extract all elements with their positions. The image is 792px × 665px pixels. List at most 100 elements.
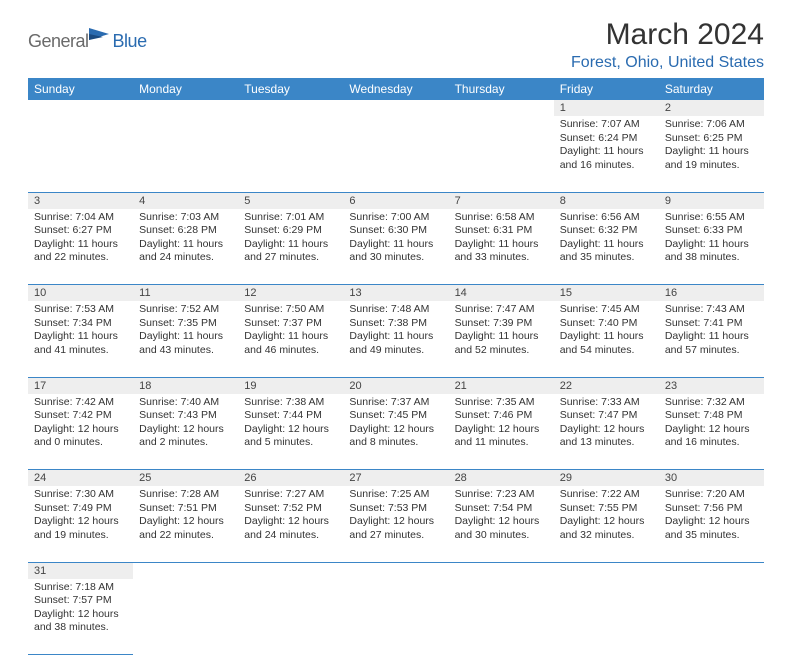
day-info: Sunrise: 7:42 AMSunset: 7:42 PMDaylight:… (28, 394, 133, 455)
day-cell: Sunrise: 7:47 AMSunset: 7:39 PMDaylight:… (449, 301, 554, 377)
day-number: 31 (28, 562, 133, 579)
day-cell: Sunrise: 7:52 AMSunset: 7:35 PMDaylight:… (133, 301, 238, 377)
day-info: Sunrise: 7:35 AMSunset: 7:46 PMDaylight:… (449, 394, 554, 455)
day-number-row: 31 (28, 562, 764, 579)
day-cell: Sunrise: 7:38 AMSunset: 7:44 PMDaylight:… (238, 394, 343, 470)
day-number: 16 (659, 285, 764, 302)
day-number: 30 (659, 470, 764, 487)
empty-cell (554, 579, 659, 655)
day-number: 6 (343, 192, 448, 209)
day-info: Sunrise: 7:06 AMSunset: 6:25 PMDaylight:… (659, 116, 764, 177)
day-cell: Sunrise: 7:25 AMSunset: 7:53 PMDaylight:… (343, 486, 448, 562)
day-number: 3 (28, 192, 133, 209)
weekday-header-row: SundayMondayTuesdayWednesdayThursdayFrid… (28, 78, 764, 100)
day-content-row: Sunrise: 7:42 AMSunset: 7:42 PMDaylight:… (28, 394, 764, 470)
day-info: Sunrise: 7:03 AMSunset: 6:28 PMDaylight:… (133, 209, 238, 270)
empty-cell (28, 100, 133, 116)
logo: General Blue (28, 18, 147, 57)
day-info: Sunrise: 7:18 AMSunset: 7:57 PMDaylight:… (28, 579, 133, 640)
day-info: Sunrise: 7:01 AMSunset: 6:29 PMDaylight:… (238, 209, 343, 270)
empty-cell (449, 562, 554, 579)
weekday-header: Monday (133, 78, 238, 100)
empty-cell (659, 562, 764, 579)
day-cell: Sunrise: 7:43 AMSunset: 7:41 PMDaylight:… (659, 301, 764, 377)
day-number: 29 (554, 470, 659, 487)
day-info: Sunrise: 7:25 AMSunset: 7:53 PMDaylight:… (343, 486, 448, 547)
day-info: Sunrise: 7:04 AMSunset: 6:27 PMDaylight:… (28, 209, 133, 270)
day-info: Sunrise: 7:20 AMSunset: 7:56 PMDaylight:… (659, 486, 764, 547)
day-cell: Sunrise: 7:04 AMSunset: 6:27 PMDaylight:… (28, 209, 133, 285)
day-number: 17 (28, 377, 133, 394)
day-cell: Sunrise: 7:20 AMSunset: 7:56 PMDaylight:… (659, 486, 764, 562)
weekday-header: Tuesday (238, 78, 343, 100)
day-info: Sunrise: 6:58 AMSunset: 6:31 PMDaylight:… (449, 209, 554, 270)
day-number: 12 (238, 285, 343, 302)
weekday-header: Thursday (449, 78, 554, 100)
day-cell: Sunrise: 7:50 AMSunset: 7:37 PMDaylight:… (238, 301, 343, 377)
weekday-header: Wednesday (343, 78, 448, 100)
day-number-row: 3456789 (28, 192, 764, 209)
page: General Blue March 2024 Forest, Ohio, Un… (0, 0, 792, 665)
day-cell: Sunrise: 7:27 AMSunset: 7:52 PMDaylight:… (238, 486, 343, 562)
empty-cell (343, 579, 448, 655)
day-number-row: 10111213141516 (28, 285, 764, 302)
day-cell: Sunrise: 7:03 AMSunset: 6:28 PMDaylight:… (133, 209, 238, 285)
day-info: Sunrise: 7:47 AMSunset: 7:39 PMDaylight:… (449, 301, 554, 362)
day-info: Sunrise: 7:30 AMSunset: 7:49 PMDaylight:… (28, 486, 133, 547)
day-cell: Sunrise: 7:42 AMSunset: 7:42 PMDaylight:… (28, 394, 133, 470)
day-cell: Sunrise: 7:48 AMSunset: 7:38 PMDaylight:… (343, 301, 448, 377)
day-cell: Sunrise: 7:40 AMSunset: 7:43 PMDaylight:… (133, 394, 238, 470)
flag-icon (89, 26, 111, 47)
day-cell: Sunrise: 7:33 AMSunset: 7:47 PMDaylight:… (554, 394, 659, 470)
empty-cell (238, 100, 343, 116)
day-info: Sunrise: 7:33 AMSunset: 7:47 PMDaylight:… (554, 394, 659, 455)
empty-cell (554, 562, 659, 579)
day-cell: Sunrise: 7:22 AMSunset: 7:55 PMDaylight:… (554, 486, 659, 562)
calendar-table: SundayMondayTuesdayWednesdayThursdayFrid… (28, 78, 764, 655)
day-info: Sunrise: 7:37 AMSunset: 7:45 PMDaylight:… (343, 394, 448, 455)
day-number: 25 (133, 470, 238, 487)
day-info: Sunrise: 7:38 AMSunset: 7:44 PMDaylight:… (238, 394, 343, 455)
empty-cell (449, 100, 554, 116)
day-cell: Sunrise: 7:00 AMSunset: 6:30 PMDaylight:… (343, 209, 448, 285)
day-number: 20 (343, 377, 448, 394)
day-number: 13 (343, 285, 448, 302)
day-info: Sunrise: 7:53 AMSunset: 7:34 PMDaylight:… (28, 301, 133, 362)
day-number-row: 17181920212223 (28, 377, 764, 394)
day-number: 27 (343, 470, 448, 487)
day-cell: Sunrise: 7:06 AMSunset: 6:25 PMDaylight:… (659, 116, 764, 192)
day-number: 7 (449, 192, 554, 209)
weekday-header: Saturday (659, 78, 764, 100)
empty-cell (343, 100, 448, 116)
day-info: Sunrise: 7:43 AMSunset: 7:41 PMDaylight:… (659, 301, 764, 362)
day-content-row: Sunrise: 7:07 AMSunset: 6:24 PMDaylight:… (28, 116, 764, 192)
empty-cell (659, 579, 764, 655)
day-info: Sunrise: 7:27 AMSunset: 7:52 PMDaylight:… (238, 486, 343, 547)
day-cell: Sunrise: 7:30 AMSunset: 7:49 PMDaylight:… (28, 486, 133, 562)
day-cell: Sunrise: 7:37 AMSunset: 7:45 PMDaylight:… (343, 394, 448, 470)
day-content-row: Sunrise: 7:18 AMSunset: 7:57 PMDaylight:… (28, 579, 764, 655)
day-content-row: Sunrise: 7:53 AMSunset: 7:34 PMDaylight:… (28, 301, 764, 377)
empty-cell (449, 579, 554, 655)
empty-cell (343, 562, 448, 579)
day-cell: Sunrise: 7:45 AMSunset: 7:40 PMDaylight:… (554, 301, 659, 377)
day-info: Sunrise: 7:32 AMSunset: 7:48 PMDaylight:… (659, 394, 764, 455)
day-info: Sunrise: 7:48 AMSunset: 7:38 PMDaylight:… (343, 301, 448, 362)
day-number: 1 (554, 100, 659, 116)
logo-text-general: General (28, 31, 89, 52)
day-cell: Sunrise: 6:58 AMSunset: 6:31 PMDaylight:… (449, 209, 554, 285)
page-title: March 2024 (571, 18, 764, 52)
day-number: 21 (449, 377, 554, 394)
empty-cell (133, 116, 238, 192)
day-number: 24 (28, 470, 133, 487)
day-info: Sunrise: 7:45 AMSunset: 7:40 PMDaylight:… (554, 301, 659, 362)
day-number-row: 24252627282930 (28, 470, 764, 487)
empty-cell (133, 562, 238, 579)
day-number: 9 (659, 192, 764, 209)
day-number: 18 (133, 377, 238, 394)
day-cell: Sunrise: 7:53 AMSunset: 7:34 PMDaylight:… (28, 301, 133, 377)
day-info: Sunrise: 7:23 AMSunset: 7:54 PMDaylight:… (449, 486, 554, 547)
day-info: Sunrise: 6:56 AMSunset: 6:32 PMDaylight:… (554, 209, 659, 270)
day-cell: Sunrise: 6:55 AMSunset: 6:33 PMDaylight:… (659, 209, 764, 285)
day-cell: Sunrise: 7:07 AMSunset: 6:24 PMDaylight:… (554, 116, 659, 192)
